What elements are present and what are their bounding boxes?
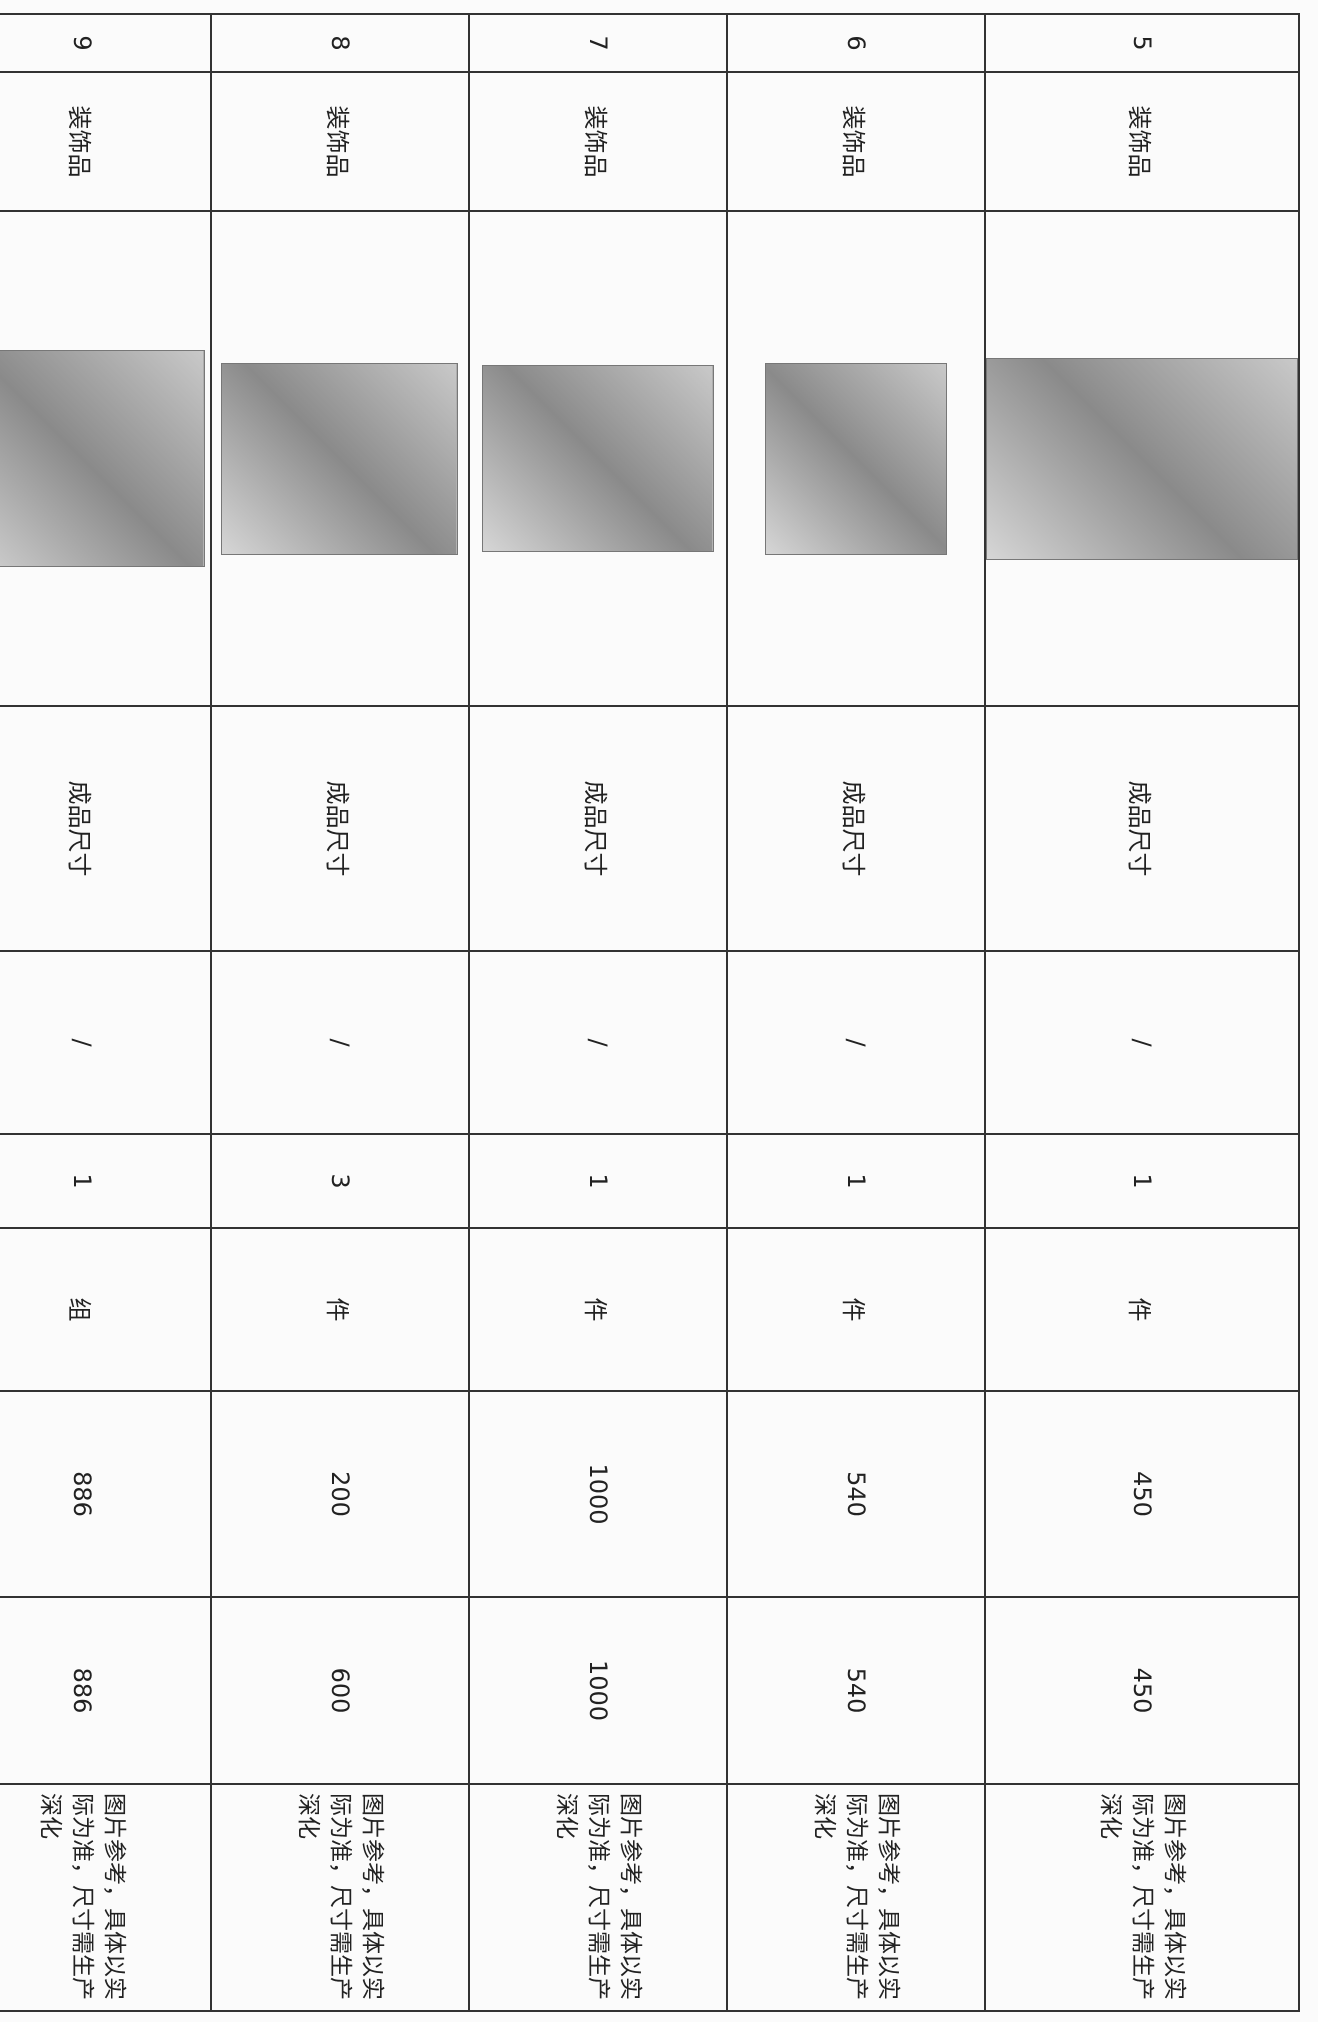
total: 600 [211,1597,469,1784]
unit: 件 [985,1228,1299,1391]
product-photo [482,365,714,552]
image-cell [727,211,985,706]
row-number: 9 [0,14,211,72]
item-name: 装饰品 [727,72,985,211]
spec: / [985,951,1299,1134]
quantity: 3 [211,1134,469,1228]
row-number: 6 [727,14,985,72]
product-photo [221,362,459,555]
table-row: 6 装饰品 成品尺寸/1 件 540 540 图片参考，具体以实际为准，尺寸需生产深化 [727,14,985,2011]
size-label: 成品尺寸 [211,706,469,951]
quantity: 1 [469,1134,727,1228]
size-label: 成品尺寸 [0,706,211,951]
total: 540 [727,1597,985,1784]
quantity: 1 [727,1134,985,1228]
image-cell [211,211,469,706]
unit-price: 1000 [469,1391,727,1597]
note: 图片参考，具体以实际为准，尺寸需生产深化 [985,1784,1299,2011]
image-cell [0,211,211,706]
item-table: 5 装饰品 成品尺寸/1 件 450 450 图片参考，具体以实际为准，尺寸需生产深化 6 装饰… [0,13,1300,2012]
image-cell [469,211,727,706]
unit-price: 886 [0,1391,211,1597]
spec: / [0,951,211,1134]
rotated-sheet: 5 装饰品 成品尺寸/1 件 450 450 图片参考，具体以实际为准，尺寸需生产深化 6 装饰… [0,13,1300,2011]
size-label: 成品尺寸 [727,706,985,951]
quantity: 1 [0,1134,211,1228]
note: 图片参考，具体以实际为准，尺寸需生产深化 [469,1784,727,2011]
total: 1000 [469,1597,727,1784]
row-number: 5 [985,14,1299,72]
note: 图片参考，具体以实际为准，尺寸需生产深化 [0,1784,211,2011]
table-row: 9 装饰品 成品尺寸/1 组 886 886 图片参考，具体以实际为准，尺寸需生产深化 [0,14,211,2011]
spec: / [211,951,469,1134]
size-label: 成品尺寸 [469,706,727,951]
image-cell [985,211,1299,706]
size-label: 成品尺寸 [985,706,1299,951]
item-name: 装饰品 [985,72,1299,211]
total: 886 [0,1597,211,1784]
note: 图片参考，具体以实际为准，尺寸需生产深化 [727,1784,985,2011]
item-name: 装饰品 [469,72,727,211]
product-photo [765,362,947,555]
unit: 件 [727,1228,985,1391]
unit: 件 [211,1228,469,1391]
item-name: 装饰品 [0,72,211,211]
table-row: 7 装饰品 成品尺寸/1 件 1000 1000 图片参考，具体以实际为准，尺寸需生产深化 [469,14,727,2011]
row-number: 7 [469,14,727,72]
product-photo [0,350,206,567]
total: 450 [985,1597,1299,1784]
product-photo [986,357,1298,560]
item-name: 装饰品 [211,72,469,211]
spec: / [469,951,727,1134]
table-row: 5 装饰品 成品尺寸/1 件 450 450 图片参考，具体以实际为准，尺寸需生产深化 [985,14,1299,2011]
table-row: 8 装饰品成品尺寸/3 件 200 600 图片参考，具体以实际为准，尺寸需生产深化 [211,14,469,2011]
note: 图片参考，具体以实际为准，尺寸需生产深化 [211,1784,469,2011]
unit-price: 200 [211,1391,469,1597]
unit: 件 [469,1228,727,1391]
quantity: 1 [985,1134,1299,1228]
unit-price: 450 [985,1391,1299,1597]
row-number: 8 [211,14,469,72]
unit-price: 540 [727,1391,985,1597]
unit: 组 [0,1228,211,1391]
spec: / [727,951,985,1134]
